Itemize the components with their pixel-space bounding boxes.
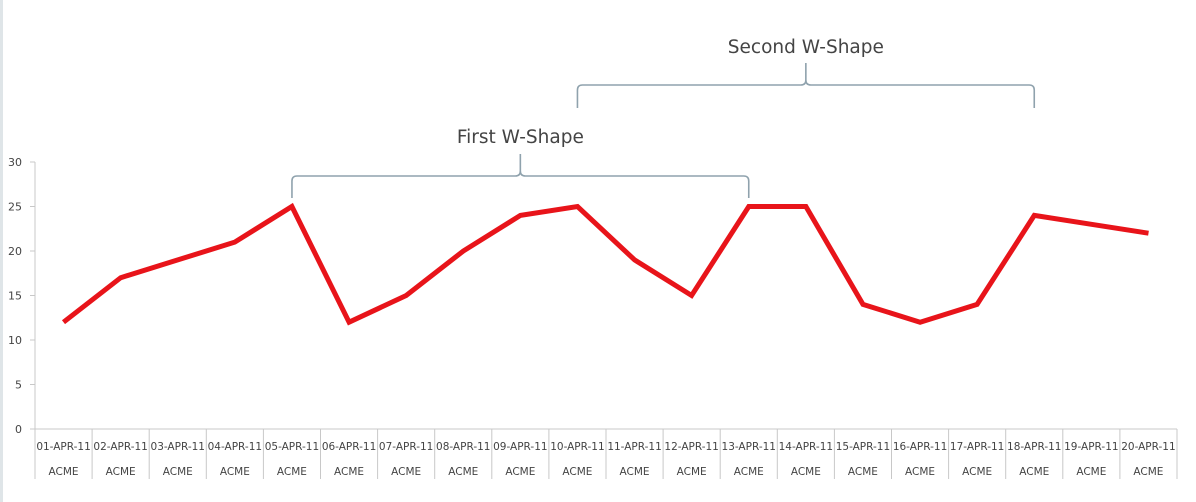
y-tick-label: 30 (8, 156, 22, 169)
x-category-date-label: 05-APR-11 (265, 441, 319, 453)
y-tick-label: 0 (15, 423, 22, 436)
x-category-group-label: ACME (277, 466, 307, 478)
x-category-date-label: 14-APR-11 (779, 441, 833, 453)
y-tick-label: 5 (15, 379, 22, 392)
x-category-group-label: ACME (562, 466, 592, 478)
x-category-date-label: 10-APR-11 (550, 441, 604, 453)
x-category-date-label: 15-APR-11 (836, 441, 890, 453)
x-category-date-label: 02-APR-11 (93, 441, 147, 453)
x-category-group-label: ACME (163, 466, 193, 478)
x-category-date-label: 11-APR-11 (607, 441, 661, 453)
annotation-label: Second W-Shape (728, 37, 884, 58)
x-category-group-label: ACME (791, 466, 821, 478)
x-category-group-label: ACME (734, 466, 764, 478)
x-category-date-label: 19-APR-11 (1064, 441, 1118, 453)
x-category-group-label: ACME (1133, 466, 1163, 478)
annotation-braces: First W-Shape Second W-Shape (291, 37, 1036, 198)
x-category-group-label: ACME (1076, 466, 1106, 478)
series-line-acme (61, 202, 1149, 326)
annotation-label: First W-Shape (457, 127, 584, 148)
x-category-date-label: 13-APR-11 (722, 441, 776, 453)
x-category-group-label: ACME (677, 466, 707, 478)
x-category-date-label: 16-APR-11 (893, 441, 947, 453)
annotation-brace (291, 154, 750, 198)
x-category-group-label: ACME (905, 466, 935, 478)
x-category-date-label: 08-APR-11 (436, 441, 490, 453)
x-category-group-label: ACME (220, 466, 250, 478)
x-category-group-label: ACME (1019, 466, 1049, 478)
x-category-date-label: 06-APR-11 (322, 441, 376, 453)
left-edge-strip (0, 0, 3, 502)
y-tick-label: 25 (8, 201, 22, 214)
x-category-group-label: ACME (505, 466, 535, 478)
x-category-group-label: ACME (448, 466, 478, 478)
x-category-date-label: 18-APR-11 (1007, 441, 1061, 453)
x-category-date-label: 03-APR-11 (151, 441, 205, 453)
x-category-group-label: ACME (620, 466, 650, 478)
x-category-group-label: ACME (334, 466, 364, 478)
y-tick-label: 20 (8, 245, 22, 258)
axes: 0 5 10 15 20 25 30 01-APR-11 ACME 02-APR-11 ACME 03… (8, 156, 1178, 479)
x-category-date-label: 20-APR-11 (1121, 441, 1175, 453)
x-category-date-label: 07-APR-11 (379, 441, 433, 453)
x-category-group-label: ACME (49, 466, 79, 478)
x-category-date-label: 01-APR-11 (36, 441, 90, 453)
annotation-brace (576, 63, 1036, 108)
x-category-group-label: ACME (391, 466, 421, 478)
x-category-date-label: 12-APR-11 (664, 441, 718, 453)
y-tick-label: 15 (8, 290, 22, 303)
y-tick-label: 10 (8, 334, 22, 347)
x-category-date-label: 04-APR-11 (208, 441, 262, 453)
x-category-group-label: ACME (848, 466, 878, 478)
x-category-date-label: 17-APR-11 (950, 441, 1004, 453)
x-category-group-label: ACME (106, 466, 136, 478)
x-category-group-label: ACME (962, 466, 992, 478)
x-category-date-label: 09-APR-11 (493, 441, 547, 453)
